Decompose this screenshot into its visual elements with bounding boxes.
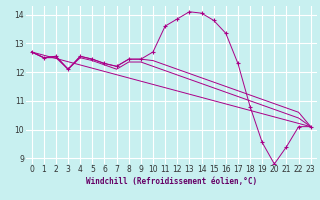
X-axis label: Windchill (Refroidissement éolien,°C): Windchill (Refroidissement éolien,°C) — [86, 177, 257, 186]
